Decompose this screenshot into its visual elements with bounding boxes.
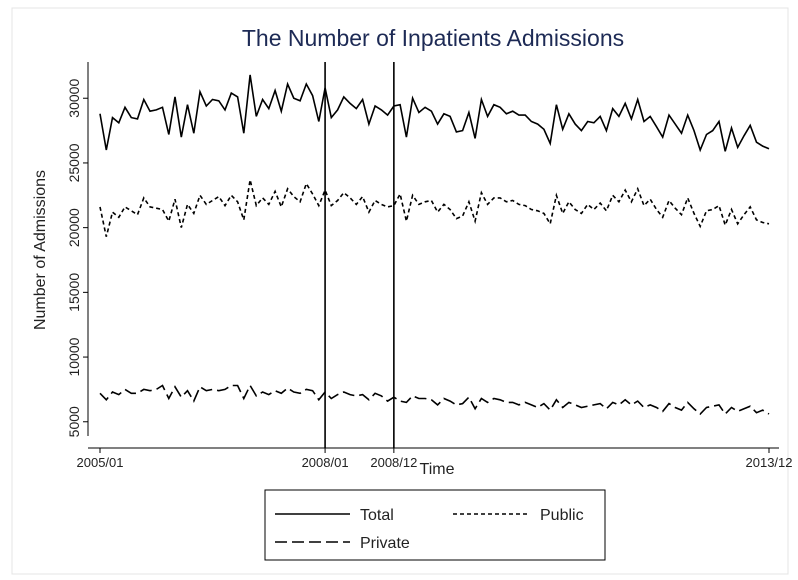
x-tick-label: 2013/12: [746, 455, 793, 470]
x-tick-label: 2008/12: [370, 455, 417, 470]
y-tick-label: 25000: [66, 143, 82, 182]
y-tick-label: 20000: [66, 208, 82, 247]
legend-box: [264, 489, 606, 561]
series-line: [99, 179, 770, 237]
y-tick-label: 15000: [66, 273, 82, 312]
x-tick-label: 2005/01: [77, 455, 124, 470]
legend-label: Public: [540, 507, 584, 524]
y-tick-label: 5000: [66, 406, 82, 437]
series-line: [99, 74, 770, 153]
y-tick-label: 30000: [66, 79, 82, 118]
x-axis-label: Time: [420, 461, 455, 478]
chart-title: The Number of Inpatients Admissions: [242, 25, 624, 51]
series-line: [99, 383, 770, 416]
legend-label: Total: [360, 507, 394, 524]
legend-label: Private: [360, 535, 410, 552]
chart-frame: [11, 7, 789, 575]
y-axis-label: Number of Admissions: [32, 170, 49, 330]
y-tick-label: 10000: [66, 337, 82, 376]
x-tick-label: 2008/01: [302, 455, 349, 470]
